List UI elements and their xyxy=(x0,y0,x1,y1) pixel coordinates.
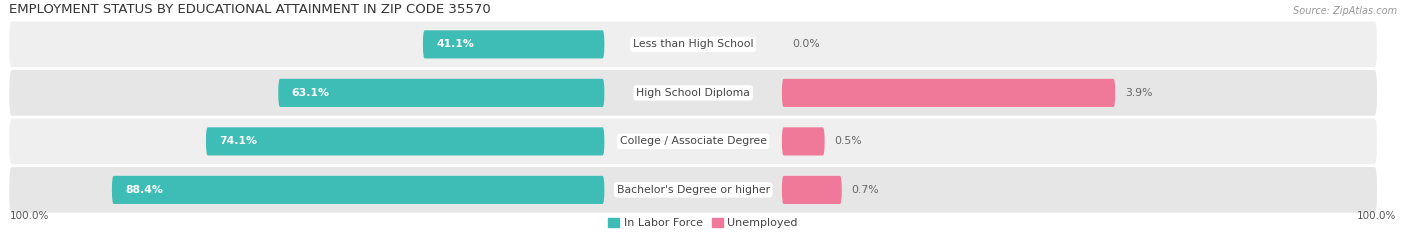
FancyBboxPatch shape xyxy=(112,176,605,204)
Text: EMPLOYMENT STATUS BY EDUCATIONAL ATTAINMENT IN ZIP CODE 35570: EMPLOYMENT STATUS BY EDUCATIONAL ATTAINM… xyxy=(10,3,491,16)
Text: 88.4%: 88.4% xyxy=(125,185,163,195)
Text: 3.9%: 3.9% xyxy=(1125,88,1153,98)
Text: Bachelor's Degree or higher: Bachelor's Degree or higher xyxy=(617,185,769,195)
FancyBboxPatch shape xyxy=(782,127,825,155)
Text: High School Diploma: High School Diploma xyxy=(636,88,749,98)
Text: 100.0%: 100.0% xyxy=(10,211,49,221)
Text: 100.0%: 100.0% xyxy=(1357,211,1396,221)
FancyBboxPatch shape xyxy=(10,22,1376,67)
Legend: In Labor Force, Unemployed: In Labor Force, Unemployed xyxy=(603,213,803,233)
FancyBboxPatch shape xyxy=(423,30,605,58)
FancyBboxPatch shape xyxy=(10,167,1376,213)
Text: 0.5%: 0.5% xyxy=(835,136,862,146)
Text: 74.1%: 74.1% xyxy=(219,136,257,146)
FancyBboxPatch shape xyxy=(782,79,1115,107)
FancyBboxPatch shape xyxy=(10,119,1376,164)
Text: 0.0%: 0.0% xyxy=(792,39,820,49)
FancyBboxPatch shape xyxy=(205,127,605,155)
Text: Less than High School: Less than High School xyxy=(633,39,754,49)
Text: 63.1%: 63.1% xyxy=(291,88,329,98)
Text: College / Associate Degree: College / Associate Degree xyxy=(620,136,766,146)
Text: 41.1%: 41.1% xyxy=(436,39,474,49)
FancyBboxPatch shape xyxy=(278,79,605,107)
Text: Source: ZipAtlas.com: Source: ZipAtlas.com xyxy=(1292,6,1396,16)
FancyBboxPatch shape xyxy=(782,176,842,204)
FancyBboxPatch shape xyxy=(10,70,1376,116)
Text: 0.7%: 0.7% xyxy=(852,185,879,195)
